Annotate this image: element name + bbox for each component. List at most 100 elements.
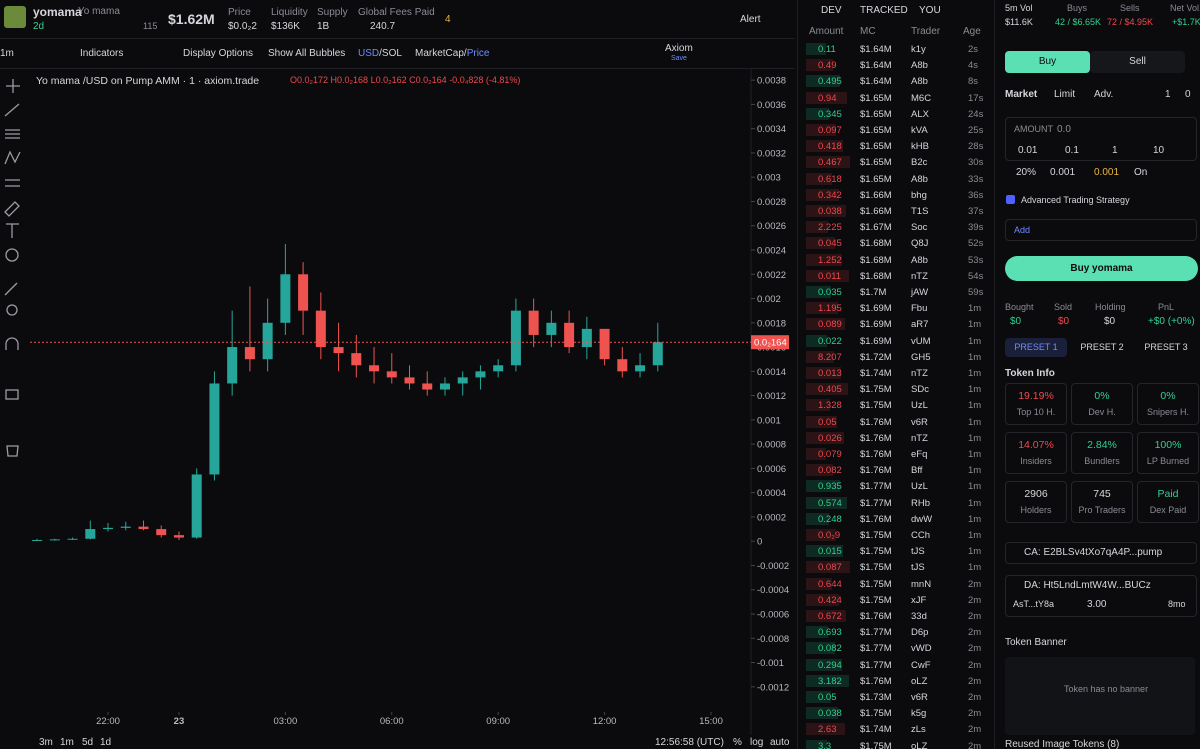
currency-toggle[interactable]: USD/SOL: [358, 48, 402, 59]
quick-amount[interactable]: 0.01: [1018, 145, 1038, 156]
range-button[interactable]: 1d: [100, 737, 112, 748]
trader[interactable]: M6C: [911, 92, 932, 104]
trader[interactable]: k5g: [911, 708, 927, 720]
ruler-tool[interactable]: [4, 282, 18, 296]
trader[interactable]: A8b: [911, 173, 928, 185]
trader[interactable]: RHb: [911, 497, 931, 509]
trader[interactable]: A8b: [911, 254, 928, 266]
layout-name[interactable]: Axiom: [665, 43, 693, 54]
trader[interactable]: GH5: [911, 351, 931, 363]
trader[interactable]: jAW: [911, 287, 929, 298]
trader[interactable]: nTZ: [911, 432, 928, 444]
quick-amount[interactable]: 1: [1112, 145, 1118, 156]
pattern-tool[interactable]: [4, 150, 21, 165]
preset-tab[interactable]: PRESET 3: [1144, 342, 1188, 352]
trader[interactable]: T1S: [911, 206, 929, 217]
order-type[interactable]: Limit: [1054, 89, 1076, 100]
dev-wallet[interactable]: AsT...tY8a: [1013, 599, 1055, 609]
buy-tab[interactable]: Buy: [1005, 51, 1090, 73]
trader[interactable]: dwW: [911, 513, 933, 525]
trader[interactable]: Bff: [911, 465, 923, 477]
brush-tool[interactable]: [4, 201, 20, 217]
trader[interactable]: vWD: [911, 643, 932, 655]
trader[interactable]: mnN: [911, 578, 932, 590]
trader[interactable]: Soc: [911, 222, 928, 234]
trader[interactable]: bhg: [911, 189, 927, 201]
strategy-checkbox[interactable]: [1006, 195, 1015, 204]
measure-tool[interactable]: [5, 179, 20, 187]
trader[interactable]: k1y: [911, 44, 926, 55]
lock-tool[interactable]: [5, 389, 19, 400]
token-info-title[interactable]: Token Info: [1005, 368, 1055, 379]
trader[interactable]: nTZ: [911, 368, 928, 379]
trader[interactable]: A8b: [911, 60, 928, 72]
line-tool[interactable]: [4, 103, 20, 117]
interval-button[interactable]: 1m: [0, 48, 14, 59]
trader[interactable]: UzL: [911, 400, 928, 412]
indicators-button[interactable]: Indicators: [80, 48, 124, 59]
trader[interactable]: tJS: [911, 562, 925, 574]
trash-tool[interactable]: [6, 445, 19, 457]
trader[interactable]: vUM: [911, 335, 931, 347]
trader[interactable]: D6p: [911, 627, 929, 639]
sell-tab[interactable]: Sell: [1090, 51, 1185, 73]
order-type[interactable]: Market: [1005, 89, 1038, 100]
trader[interactable]: CCh: [911, 530, 931, 541]
range-button[interactable]: 5d: [82, 737, 94, 748]
trader[interactable]: UzL: [911, 481, 928, 493]
trades-tab[interactable]: TRACKED: [860, 5, 908, 16]
text-tool[interactable]: [6, 223, 19, 238]
trader[interactable]: B2c: [911, 157, 928, 169]
trader[interactable]: kVA: [911, 125, 928, 136]
trader[interactable]: oLZ: [911, 675, 928, 687]
trader[interactable]: v6R: [911, 692, 928, 703]
add-button[interactable]: Add: [1014, 225, 1031, 235]
trader[interactable]: tJS: [911, 546, 925, 558]
emoji-tool[interactable]: [5, 248, 19, 262]
alert-button[interactable]: Alert: [740, 14, 761, 25]
crosshair-tool[interactable]: [6, 79, 20, 93]
log-toggle[interactable]: log: [750, 737, 764, 748]
trader[interactable]: kHB: [911, 141, 929, 153]
zoom-tool[interactable]: [6, 304, 18, 316]
range-button[interactable]: 3m: [39, 737, 53, 748]
contract-address[interactable]: CA: E2BLSv4tXo7qA4P...pump: [1024, 547, 1163, 558]
buy-button[interactable]: Buy yomama: [1005, 256, 1198, 281]
metric-toggle[interactable]: MarketCap/Price: [415, 48, 489, 59]
trader[interactable]: xJF: [911, 594, 927, 606]
magnet-tool[interactable]: [5, 337, 19, 350]
trader[interactable]: SDc: [911, 384, 929, 396]
trader[interactable]: nTZ: [911, 270, 928, 282]
trader[interactable]: v6R: [911, 416, 928, 428]
percent-toggle[interactable]: %: [733, 737, 742, 748]
trader[interactable]: aR7: [911, 319, 929, 331]
trades-tab[interactable]: YOU: [919, 5, 941, 16]
reused-tokens[interactable]: Reused Image Tokens (8): [1005, 739, 1120, 749]
crown-count[interactable]: 4: [445, 14, 451, 25]
trader[interactable]: oLZ: [911, 740, 928, 749]
trader[interactable]: Fbu: [911, 303, 928, 315]
trades-tab[interactable]: DEV: [821, 5, 842, 16]
order-type[interactable]: Adv.: [1094, 89, 1114, 100]
quick-amount[interactable]: 0.1: [1065, 145, 1079, 156]
banner-title[interactable]: Token Banner: [1005, 637, 1067, 648]
bubbles-button[interactable]: Show All Bubbles: [268, 48, 346, 59]
trader[interactable]: 33d: [911, 611, 927, 622]
preset-tab[interactable]: PRESET 1: [1005, 338, 1067, 357]
amount-input[interactable]: 0.0: [1057, 124, 1071, 135]
layout-save[interactable]: Save: [671, 55, 687, 62]
auto-toggle[interactable]: auto: [770, 737, 790, 748]
trader[interactable]: A8b: [911, 76, 928, 88]
trader[interactable]: zLs: [911, 724, 926, 736]
dev-address[interactable]: DA: Ht5LndLmtW4W...BUCz: [1024, 580, 1151, 591]
trader[interactable]: ALX: [911, 108, 929, 120]
preset-tab[interactable]: PRESET 2: [1080, 342, 1124, 352]
fib-tool[interactable]: [5, 129, 20, 139]
range-button[interactable]: 1m: [60, 737, 74, 748]
quick-amount[interactable]: 10: [1153, 145, 1165, 156]
display-options-button[interactable]: Display Options: [183, 48, 254, 59]
trader[interactable]: Q8J: [911, 238, 929, 250]
trader[interactable]: eFq: [911, 449, 928, 460]
trader[interactable]: CwF: [911, 659, 931, 671]
wallet-count[interactable]: 1: [1165, 89, 1171, 100]
